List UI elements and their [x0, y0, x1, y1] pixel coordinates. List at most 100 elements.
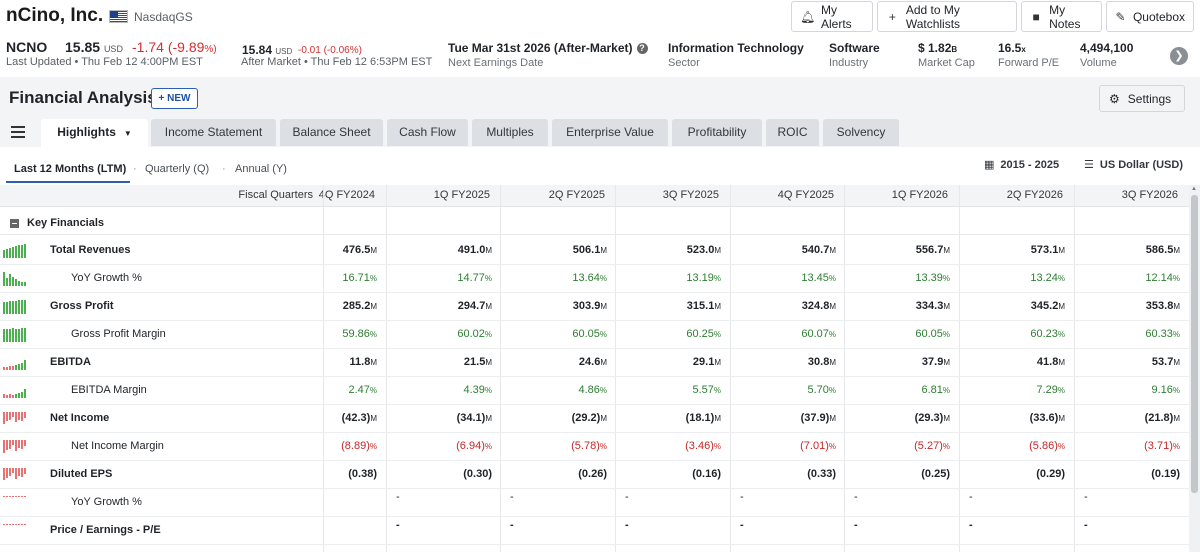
- add-to-watchlists-button[interactable]: + Add to My Watchlists: [877, 1, 1017, 32]
- vertical-scrollbar[interactable]: ▲: [1189, 185, 1200, 552]
- table-row[interactable]: Gross Profit 285.2M 294.7M 303.9M 315.1M…: [0, 293, 1189, 321]
- table-row[interactable]: Gross Profit Margin 59.86% 60.02% 60.05%…: [0, 321, 1189, 349]
- table-cell: 5.70%: [807, 384, 836, 396]
- tab-solvency[interactable]: Solvency: [823, 119, 899, 146]
- my-alerts-button[interactable]: 🔔︎ My Alerts: [791, 1, 873, 32]
- after-market-updated: After Market • Thu Feb 12 6:53PM EST: [241, 56, 433, 68]
- table-cell: (8.89)%: [341, 440, 377, 452]
- col-header[interactable]: 2Q FY2025: [548, 189, 605, 201]
- table-cell: -: [625, 519, 629, 531]
- sparkline-icon: [3, 272, 27, 286]
- table-cell: 30.8M: [807, 356, 836, 368]
- table-cell: 37.9M: [921, 356, 950, 368]
- table-cell: (0.30): [463, 468, 492, 480]
- table-cell: 285.2M: [342, 300, 377, 312]
- table-cell: -: [396, 519, 400, 531]
- price-change: -1.74 (-9.89%): [132, 39, 217, 55]
- tab-income-statement[interactable]: Income Statement: [151, 119, 276, 146]
- table-cell: (7.01)%: [800, 440, 836, 452]
- col-header[interactable]: 2Q FY2026: [1006, 189, 1063, 201]
- table-row[interactable]: YoY Growth % 16.71% 14.77% 13.64% 13.19%…: [0, 265, 1189, 293]
- currency-button[interactable]: ☰ US Dollar (USD): [1084, 159, 1183, 171]
- table-cell: (37.9)M: [800, 412, 836, 424]
- chevron-down-icon: ▼: [123, 129, 132, 138]
- table-row[interactable]: YoY Growth % - - - - - - -: [0, 489, 1189, 517]
- col-header[interactable]: 3Q FY2025: [662, 189, 719, 201]
- row-label: Gross Profit Margin: [71, 328, 166, 340]
- collapse-icon[interactable]: [10, 219, 19, 228]
- table-cell: (5.27)%: [914, 440, 950, 452]
- table-cell: -: [1084, 491, 1088, 503]
- table-row[interactable]: Diluted EPS (0.38) (0.30) (0.26) (0.16) …: [0, 461, 1189, 489]
- table-cell: 586.5M: [1145, 244, 1180, 256]
- table-cell: -: [854, 519, 858, 531]
- forward-pe-stat: 16.5x Forward P/E: [998, 41, 1060, 69]
- key-financials-section[interactable]: Key Financials: [0, 213, 1189, 235]
- quotebox-label: Quotebox: [1132, 9, 1185, 24]
- quotebox-button[interactable]: ✎ Quotebox: [1106, 1, 1194, 32]
- sparkline-icon: [3, 440, 27, 454]
- col-header[interactable]: 4Q FY2025: [777, 189, 834, 201]
- table-cell: 5.57%: [692, 384, 721, 396]
- settings-button[interactable]: ⚙ Settings: [1099, 85, 1185, 112]
- gear-icon: ⚙: [1109, 91, 1120, 106]
- bell-icon: 🔔︎: [800, 9, 816, 24]
- col-header[interactable]: 4Q FY2024: [318, 189, 375, 201]
- sparkline-icon: [3, 468, 27, 482]
- col-header[interactable]: 1Q FY2025: [433, 189, 490, 201]
- table-cell: 353.8M: [1145, 300, 1180, 312]
- plus-icon: +: [888, 9, 896, 24]
- tab-cash-flow[interactable]: Cash Flow: [387, 119, 468, 146]
- tab-multiples[interactable]: Multiples: [472, 119, 548, 146]
- table-cell: 60.05%: [915, 328, 950, 340]
- row-label: Net Income: [50, 412, 110, 424]
- period-ltm[interactable]: Last 12 Months (LTM): [14, 163, 127, 175]
- row-label: Diluted EPS: [50, 468, 113, 480]
- table-cell: 540.7M: [801, 244, 836, 256]
- table-row[interactable]: Price / Earnings - P/E - - - - - - -: [0, 517, 1189, 545]
- table-cell: 29.1M: [692, 356, 721, 368]
- scroll-up-icon[interactable]: ▲: [1191, 186, 1197, 192]
- table-cell: -: [1084, 519, 1088, 531]
- tab-enterprise-value[interactable]: Enterprise Value: [552, 119, 668, 146]
- row-label: YoY Growth %: [71, 272, 142, 284]
- row-label: Total Revenues: [50, 244, 131, 256]
- table-row[interactable]: Total Revenues 476.5M 491.0M 506.1M 523.…: [0, 237, 1189, 265]
- tab-balance-sheet[interactable]: Balance Sheet: [280, 119, 383, 146]
- row-label: Price / Earnings - P/E: [50, 524, 161, 536]
- table-row[interactable]: EBITDA Margin 2.47% 4.39% 4.86% 5.57% 5.…: [0, 377, 1189, 405]
- next-earnings-stat: Tue Mar 31st 2026 (After-Market)? Next E…: [448, 41, 648, 69]
- chevron-right-icon[interactable]: ❯: [1170, 47, 1188, 65]
- table-header: Fiscal Quarters 4Q FY2024 1Q FY2025 2Q F…: [0, 185, 1189, 207]
- table-row[interactable]: Net Income (42.3)M (34.1)M (29.2)M (18.1…: [0, 405, 1189, 433]
- table-cell: 506.1M: [572, 244, 607, 256]
- date-range-button[interactable]: ▦ 2015 - 2025: [984, 159, 1060, 171]
- col-header[interactable]: 3Q FY2026: [1121, 189, 1178, 201]
- tab-profitability[interactable]: Profitability: [672, 119, 762, 146]
- table-row[interactable]: Net Income Margin (8.89)% (6.94)% (5.78)…: [0, 433, 1189, 461]
- sparkline-icon: [3, 300, 27, 314]
- my-alerts-label: My Alerts: [821, 2, 852, 31]
- tab-roic[interactable]: ROIC: [766, 119, 819, 146]
- add-to-watchlists-label: Add to My Watchlists: [905, 2, 961, 31]
- period-annual[interactable]: Annual (Y): [235, 163, 287, 175]
- table-cell: 16.71%: [342, 272, 377, 284]
- new-button[interactable]: + NEW: [151, 88, 198, 109]
- hamburger-menu-icon[interactable]: [11, 126, 25, 138]
- sparkline-icon: [3, 384, 27, 398]
- scrollbar-thumb[interactable]: [1191, 195, 1198, 493]
- table-cell: -: [854, 491, 858, 503]
- table-row[interactable]: EBITDA 11.8M 21.5M 24.6M 29.1M 30.8M 37.…: [0, 349, 1189, 377]
- period-quarterly[interactable]: Quarterly (Q): [145, 163, 210, 175]
- volume-stat: 4,494,100 Volume: [1080, 41, 1134, 69]
- help-icon[interactable]: ?: [636, 43, 648, 54]
- table-cell: 2.47%: [348, 384, 377, 396]
- tab-highlights[interactable]: Highlights ▼: [41, 119, 148, 148]
- table-cell: (3.46)%: [685, 440, 721, 452]
- table-cell: (29.3)M: [914, 412, 950, 424]
- my-notes-button[interactable]: ■ My Notes: [1021, 1, 1102, 32]
- col-header[interactable]: 1Q FY2026: [891, 189, 948, 201]
- table-cell: -: [510, 519, 514, 531]
- quote-summary: NCNO 15.85 USD -1.74 (-9.89%) Last Updat…: [0, 37, 1200, 73]
- sparkline-icon: [3, 356, 27, 370]
